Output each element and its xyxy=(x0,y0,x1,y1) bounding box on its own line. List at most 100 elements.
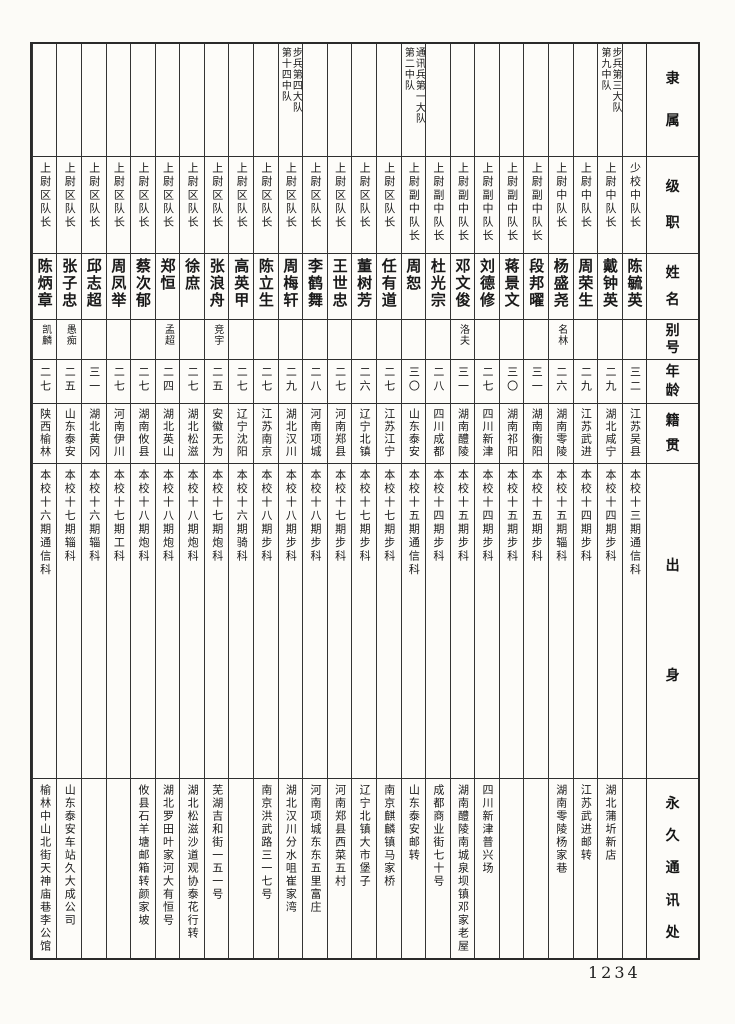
cell-name-text: 周梅轩 xyxy=(281,258,300,309)
cell-age: 二四 xyxy=(155,360,180,404)
header-cell-rank: 级职 xyxy=(647,157,698,254)
cell-name-text: 戴钟英 xyxy=(600,258,619,309)
cell-native-place-text: 湖北汉川 xyxy=(284,408,298,458)
cell-age-text: 二六 xyxy=(358,366,372,394)
person-column: 上尉区队长 李鹤舞 二八 河南项城 本校十八期步科 河南项城东东五里富庄 xyxy=(302,44,327,958)
cell-address xyxy=(500,779,524,958)
cell-name-text: 邓文俊 xyxy=(453,258,472,309)
cell-rank: 少校中队长 xyxy=(622,157,647,254)
header-cell-alias: 别号 xyxy=(647,320,698,360)
cell-native-place-text: 安徽无为 xyxy=(210,408,224,458)
cell-rank-text: 上尉区队长 xyxy=(358,162,372,230)
cell-name-text: 高英甲 xyxy=(232,258,251,309)
cell-native-place: 湖南攸县 xyxy=(131,404,155,464)
cell-address xyxy=(107,779,131,958)
cell-address: 山东泰安邮转 xyxy=(402,779,426,958)
cell-address: 河南项城东东五里富庄 xyxy=(303,779,327,958)
cell-name: 陈炳章 xyxy=(32,254,57,320)
cell-affiliation xyxy=(32,44,57,157)
cell-address: 江苏武进邮转 xyxy=(574,779,598,958)
cell-age-text: 二八 xyxy=(309,366,322,394)
cell-origin: 本校十八期步科 xyxy=(278,464,303,779)
cell-rank: 上尉区队长 xyxy=(204,157,229,254)
cell-address: 湖北汉川分水咀崔家湾 xyxy=(279,779,303,958)
cell-alias xyxy=(131,320,155,360)
cell-origin: 本校十四期步科 xyxy=(426,464,450,779)
person-column: 上尉区队长 周凤举 二七 河南伊川 本校十七期工科 xyxy=(105,44,131,958)
cell-address: 南京麒麟镇马家桥 xyxy=(377,779,401,958)
cell-native-place: 湖南醴陵 xyxy=(450,404,475,464)
cell-name-text: 蔡次郁 xyxy=(133,258,152,309)
header-cell-name: 姓名 xyxy=(647,254,698,320)
cell-age-text: 三〇 xyxy=(407,366,421,394)
cell-address: 芜湖吉和街一五一号 xyxy=(205,779,229,958)
cell-rank: 上尉区队长 xyxy=(327,157,352,254)
cell-alias: 竞宇 xyxy=(204,320,229,360)
cell-affiliation xyxy=(524,44,548,157)
header-cell-native-place: 籍贯 xyxy=(647,404,698,464)
cell-name-text: 徐庶 xyxy=(183,258,202,292)
cell-alias xyxy=(327,320,352,360)
cell-name: 张子忠 xyxy=(57,254,82,320)
cell-affiliation xyxy=(82,44,106,157)
cell-origin-text: 本校十八期步科 xyxy=(259,469,273,564)
cell-name: 戴钟英 xyxy=(598,254,622,320)
cell-name: 董树芳 xyxy=(352,254,376,320)
cell-native-place-text: 湖北黄冈 xyxy=(87,408,101,458)
cell-name: 蒋景文 xyxy=(499,254,524,320)
cell-native-place: 湖南祁阳 xyxy=(499,404,524,464)
cell-native-place: 山东泰安 xyxy=(57,404,82,464)
cell-rank-text: 上尉中队长 xyxy=(579,162,593,230)
cell-origin-text: 本校十八期炮科 xyxy=(136,469,150,564)
cell-rank-text: 上尉区队长 xyxy=(210,162,224,230)
cell-alias: 洛夫 xyxy=(450,320,475,360)
cell-origin-text: 本校十四期步科 xyxy=(431,469,445,564)
cell-native-place: 湖北英山 xyxy=(155,404,180,464)
cell-name-text: 董树芳 xyxy=(355,258,374,309)
cell-alias xyxy=(475,320,499,360)
cell-age-text: 二七 xyxy=(38,366,52,394)
cell-name: 邓文俊 xyxy=(450,254,475,320)
cell-origin-text: 本校十七期步科 xyxy=(358,469,372,564)
cell-native-place: 湖北汉川 xyxy=(278,404,303,464)
cell-origin-text: 本校十四期步科 xyxy=(579,469,593,564)
cell-name: 郑恒 xyxy=(155,254,180,320)
cell-name: 陈立生 xyxy=(254,254,278,320)
cell-rank: 上尉区队长 xyxy=(106,157,131,254)
cell-age-text: 二八 xyxy=(431,366,445,394)
cell-origin: 本校十三期通信科 xyxy=(622,464,647,779)
cell-origin: 本校十七期工科 xyxy=(106,464,131,779)
cell-native-place: 湖北黄冈 xyxy=(82,404,106,464)
cell-age: 二七 xyxy=(32,360,57,404)
cell-rank-text: 上尉区队长 xyxy=(136,162,150,230)
cell-age-text: 二五 xyxy=(63,366,77,394)
person-column: 上尉区队长 陈立生 二七 江苏南京 本校十八期步科 南京洪武路三一七号 xyxy=(253,44,278,958)
cell-origin-text: 本校十八期步科 xyxy=(309,469,322,564)
cell-age: 二七 xyxy=(106,360,131,404)
roster-table: 隶属 级职 姓名 别号 年龄 籍贯 出身 永久通讯处 少校中队长 陈毓英 三二 江苏吴… xyxy=(30,42,700,960)
cell-address-text: 河南项城东东五里富庄 xyxy=(309,784,322,914)
person-column: 上尉中队长 杨盛尧 名林 二六 湖南零陵 本校十五期辎科 湖南零陵杨家巷 xyxy=(548,44,573,958)
cell-name-text: 王世忠 xyxy=(330,258,349,309)
person-column: 上尉区队长 任有道 二七 江苏江宁 本校十七期步科 南京麒麟镇马家桥 xyxy=(375,44,401,958)
cell-address xyxy=(82,779,106,958)
cell-affiliation xyxy=(155,44,180,157)
cell-rank: 上尉区队长 xyxy=(254,157,278,254)
cell-origin: 本校十六期骑科 xyxy=(229,464,254,779)
cell-native-place: 山东泰安 xyxy=(401,404,426,464)
cell-name-text: 李鹤舞 xyxy=(306,258,324,309)
person-column: 上尉副中队长 刘德修 二七 四川新津 本校十四期步科 四川新津普兴场 xyxy=(474,44,499,958)
cell-age-text: 二七 xyxy=(112,366,126,394)
cell-rank: 上尉区队长 xyxy=(352,157,376,254)
cell-name: 周荣生 xyxy=(573,254,598,320)
header-cell-age: 年龄 xyxy=(647,360,698,404)
cell-name: 张浪舟 xyxy=(204,254,229,320)
cell-affiliation xyxy=(450,44,475,157)
cell-native-place-text: 陕西榆林 xyxy=(38,408,52,458)
cell-origin: 本校十八期步科 xyxy=(254,464,278,779)
cell-age: 二七 xyxy=(131,360,155,404)
cell-name: 邱志超 xyxy=(82,254,106,320)
cell-origin: 本校十五期通信科 xyxy=(401,464,426,779)
cell-affiliation-text: 通讯兵第一大队 第二中队 xyxy=(402,47,425,124)
cell-affiliation: 步兵第三大队 第九中队 xyxy=(598,44,622,157)
